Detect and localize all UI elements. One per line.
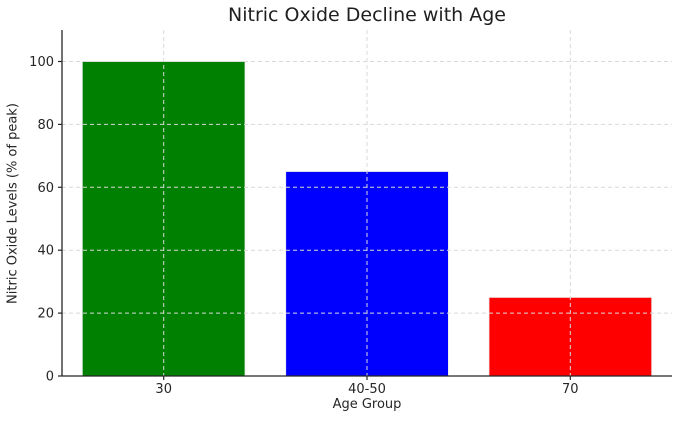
y-tick-label: 20 bbox=[37, 307, 54, 322]
chart-title: Nitric Oxide Decline with Age bbox=[228, 4, 506, 26]
x-axis-label: Age Group bbox=[332, 397, 402, 412]
x-tick-label: 30 bbox=[155, 382, 172, 397]
x-tick-label: 40-50 bbox=[348, 382, 386, 397]
y-tick-label: 60 bbox=[37, 181, 54, 196]
bar-30 bbox=[81, 61, 246, 377]
y-tick-label: 40 bbox=[37, 244, 54, 259]
y-tick-label: 0 bbox=[46, 370, 54, 385]
x-tick-label: 70 bbox=[562, 382, 579, 397]
y-tick-label: 100 bbox=[29, 55, 54, 70]
bar-70 bbox=[488, 296, 653, 377]
y-tick-label: 80 bbox=[37, 118, 54, 133]
